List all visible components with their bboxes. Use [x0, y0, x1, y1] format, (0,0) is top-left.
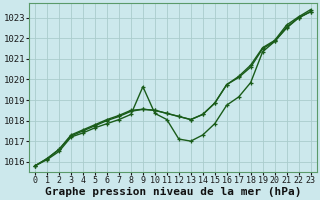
X-axis label: Graphe pression niveau de la mer (hPa): Graphe pression niveau de la mer (hPa) — [44, 186, 301, 197]
